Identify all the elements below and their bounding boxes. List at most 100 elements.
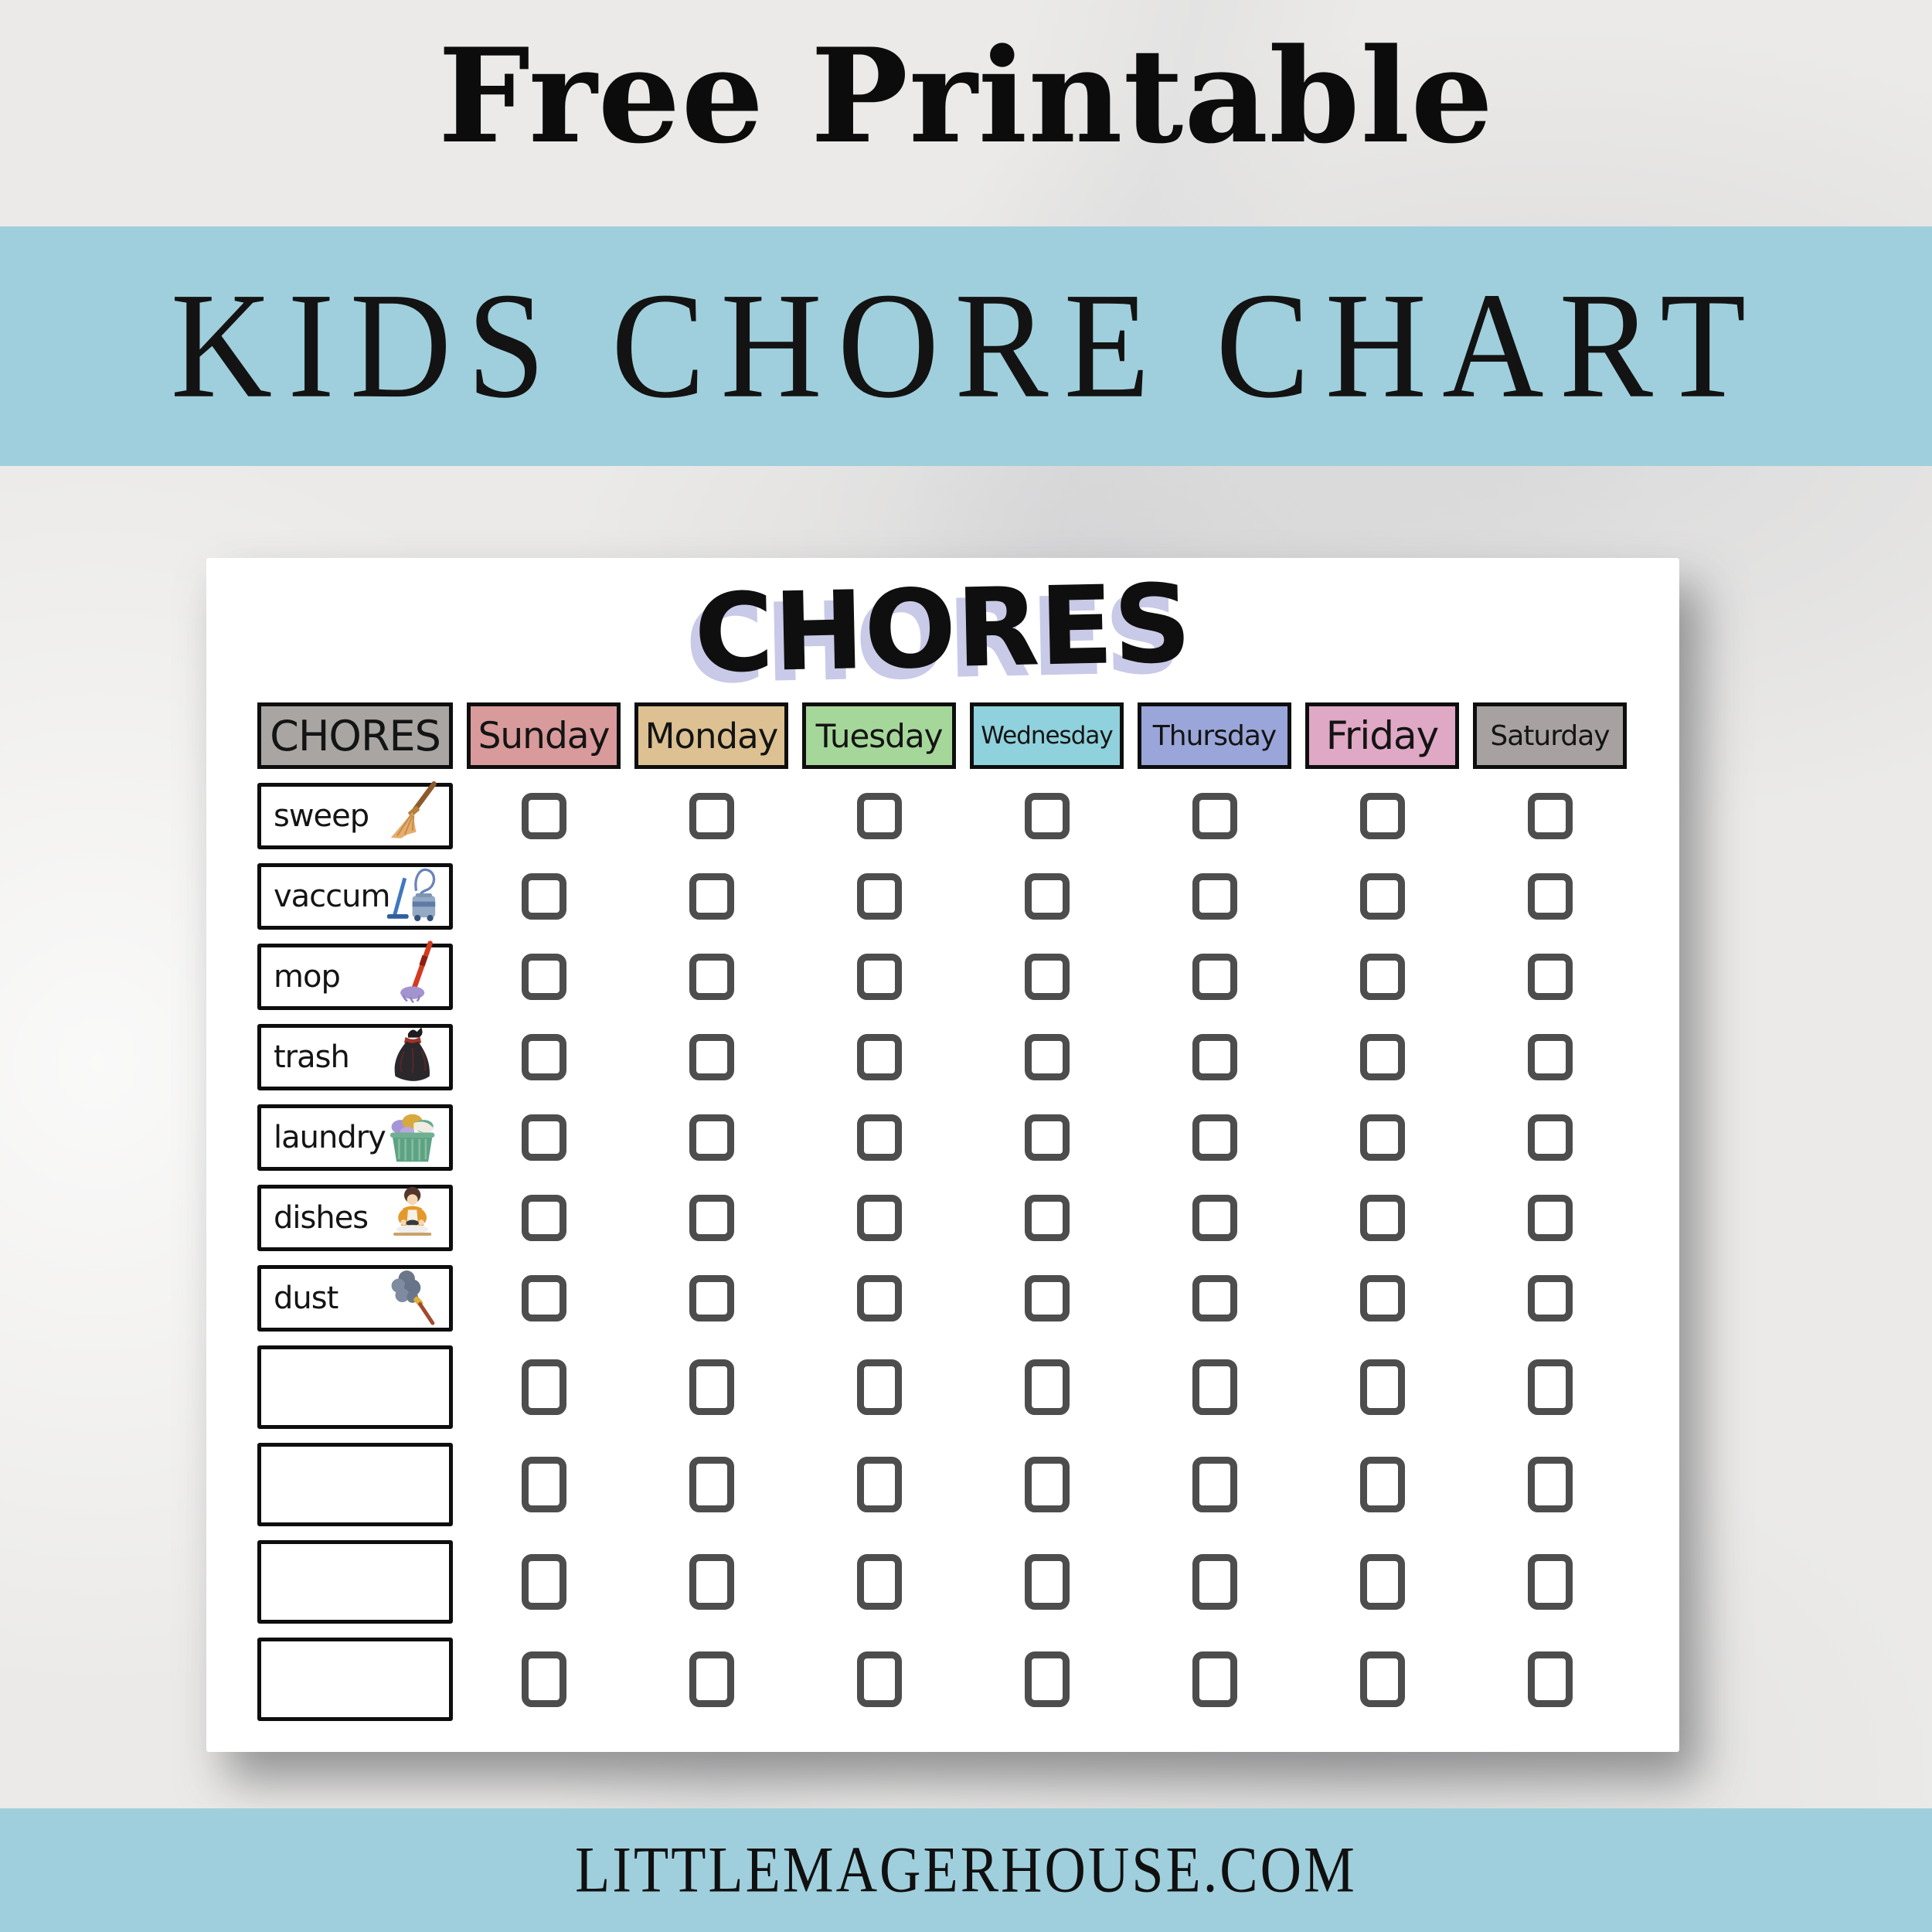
- checkbox-row9-thursday[interactable]: [1192, 1457, 1237, 1512]
- checkbox-cell: [802, 1638, 956, 1721]
- chore-row-label-empty: [257, 1345, 453, 1429]
- checkbox-dishes-friday[interactable]: [1359, 1195, 1405, 1241]
- checkbox-row9-tuesday[interactable]: [856, 1457, 902, 1512]
- checkbox-trash-friday[interactable]: [1359, 1034, 1405, 1080]
- checkbox-row11-sunday[interactable]: [521, 1651, 566, 1707]
- checkbox-mop-friday[interactable]: [1359, 954, 1405, 1000]
- checkbox-mop-sunday[interactable]: [521, 954, 566, 1000]
- checkbox-dust-sunday[interactable]: [521, 1275, 566, 1321]
- checkbox-trash-wednesday[interactable]: [1024, 1034, 1070, 1080]
- chore-label: laundry: [274, 1120, 386, 1155]
- checkbox-dust-tuesday[interactable]: [856, 1275, 902, 1321]
- checkbox-laundry-thursday[interactable]: [1192, 1114, 1237, 1161]
- checkbox-dishes-tuesday[interactable]: [856, 1195, 902, 1241]
- checkbox-mop-tuesday[interactable]: [856, 954, 902, 1000]
- checkbox-dust-wednesday[interactable]: [1024, 1275, 1070, 1321]
- checkbox-sweep-friday[interactable]: [1359, 793, 1405, 839]
- checkbox-row9-friday[interactable]: [1359, 1457, 1405, 1512]
- checkbox-row10-wednesday[interactable]: [1024, 1554, 1070, 1610]
- checkbox-row10-monday[interactable]: [689, 1554, 734, 1610]
- checkbox-cell: [634, 1345, 788, 1429]
- checkbox-sweep-monday[interactable]: [689, 793, 734, 839]
- checkbox-cell: [1138, 863, 1291, 930]
- checkbox-vaccum-friday[interactable]: [1359, 873, 1405, 920]
- checkbox-row9-wednesday[interactable]: [1024, 1457, 1070, 1512]
- checkbox-row8-friday[interactable]: [1359, 1359, 1405, 1415]
- checkbox-cell: [970, 944, 1124, 1010]
- checkbox-row8-monday[interactable]: [689, 1359, 734, 1415]
- checkbox-laundry-wednesday[interactable]: [1024, 1114, 1070, 1161]
- trash-bag-icon: [379, 1022, 443, 1087]
- checkbox-dust-friday[interactable]: [1359, 1275, 1405, 1321]
- chart-title: CHORES: [692, 561, 1193, 698]
- checkbox-sweep-wednesday[interactable]: [1024, 793, 1070, 839]
- checkbox-row11-saturday[interactable]: [1527, 1651, 1573, 1707]
- chore-grid: CHORES Sunday Monday Tuesday Wednesday Thursd…: [257, 702, 1627, 1721]
- checkbox-vaccum-tuesday[interactable]: [856, 873, 902, 920]
- checkbox-dishes-monday[interactable]: [689, 1195, 734, 1241]
- checkbox-row8-wednesday[interactable]: [1024, 1359, 1070, 1415]
- checkbox-cell: [634, 1443, 788, 1526]
- checkbox-row11-wednesday[interactable]: [1024, 1651, 1070, 1707]
- checkbox-row10-friday[interactable]: [1359, 1554, 1405, 1610]
- checkbox-sweep-saturday[interactable]: [1527, 793, 1573, 839]
- checkbox-row8-sunday[interactable]: [521, 1359, 566, 1415]
- checkbox-cell: [1138, 944, 1291, 1010]
- checkbox-cell: [1138, 1345, 1291, 1429]
- checkbox-dishes-sunday[interactable]: [521, 1195, 566, 1241]
- checkbox-row10-tuesday[interactable]: [856, 1554, 902, 1610]
- checkbox-trash-monday[interactable]: [689, 1034, 734, 1080]
- checkbox-cell: [467, 1443, 621, 1526]
- checkbox-row8-saturday[interactable]: [1527, 1359, 1573, 1415]
- checkbox-sweep-tuesday[interactable]: [856, 793, 902, 839]
- checkbox-vaccum-monday[interactable]: [689, 873, 734, 920]
- checkbox-vaccum-thursday[interactable]: [1192, 873, 1237, 920]
- checkbox-mop-wednesday[interactable]: [1024, 954, 1070, 1000]
- checkbox-trash-thursday[interactable]: [1192, 1034, 1237, 1080]
- checkbox-row8-tuesday[interactable]: [856, 1359, 902, 1415]
- checkbox-dishes-thursday[interactable]: [1192, 1195, 1237, 1241]
- checkbox-vaccum-sunday[interactable]: [521, 873, 566, 920]
- checkbox-row9-saturday[interactable]: [1527, 1457, 1573, 1512]
- checkbox-dishes-wednesday[interactable]: [1024, 1195, 1070, 1241]
- checkbox-cell: [634, 1540, 788, 1624]
- checkbox-laundry-friday[interactable]: [1359, 1114, 1405, 1161]
- checkbox-mop-saturday[interactable]: [1527, 954, 1573, 1000]
- checkbox-sweep-thursday[interactable]: [1192, 793, 1237, 839]
- checkbox-cell: [1473, 863, 1627, 930]
- checkbox-laundry-saturday[interactable]: [1527, 1114, 1573, 1161]
- chore-row-label-dishes: dishes: [257, 1185, 453, 1251]
- checkbox-row11-thursday[interactable]: [1192, 1651, 1237, 1707]
- checkbox-row9-monday[interactable]: [689, 1457, 734, 1512]
- checkbox-cell: [1305, 863, 1459, 930]
- checkbox-sweep-sunday[interactable]: [521, 793, 566, 839]
- checkbox-dust-monday[interactable]: [689, 1275, 734, 1321]
- checkbox-trash-tuesday[interactable]: [856, 1034, 902, 1080]
- checkbox-row10-saturday[interactable]: [1527, 1554, 1573, 1610]
- checkbox-row11-monday[interactable]: [689, 1651, 734, 1707]
- checkbox-row10-sunday[interactable]: [521, 1554, 566, 1610]
- checkbox-cell: [802, 863, 956, 930]
- checkbox-row9-sunday[interactable]: [521, 1457, 566, 1512]
- checkbox-row10-thursday[interactable]: [1192, 1554, 1237, 1610]
- checkbox-mop-thursday[interactable]: [1192, 954, 1237, 1000]
- checkbox-trash-sunday[interactable]: [521, 1034, 566, 1080]
- checkbox-cell: [1305, 1024, 1459, 1090]
- chore-row-label-dust: dust: [257, 1265, 453, 1332]
- checkbox-cell: [1138, 1443, 1291, 1526]
- checkbox-laundry-sunday[interactable]: [521, 1114, 566, 1161]
- checkbox-laundry-monday[interactable]: [689, 1114, 734, 1161]
- checkbox-trash-saturday[interactable]: [1527, 1034, 1573, 1080]
- checkbox-row8-thursday[interactable]: [1192, 1359, 1237, 1415]
- checkbox-row11-friday[interactable]: [1359, 1651, 1405, 1707]
- checkbox-dust-saturday[interactable]: [1527, 1275, 1573, 1321]
- checkbox-cell: [1305, 944, 1459, 1010]
- checkbox-dishes-saturday[interactable]: [1527, 1195, 1573, 1241]
- checkbox-laundry-tuesday[interactable]: [856, 1114, 902, 1161]
- checkbox-dust-thursday[interactable]: [1192, 1275, 1237, 1321]
- checkbox-vaccum-saturday[interactable]: [1527, 873, 1573, 920]
- checkbox-row11-tuesday[interactable]: [856, 1651, 902, 1707]
- checkbox-vaccum-wednesday[interactable]: [1024, 873, 1070, 920]
- checkbox-mop-monday[interactable]: [689, 954, 734, 1000]
